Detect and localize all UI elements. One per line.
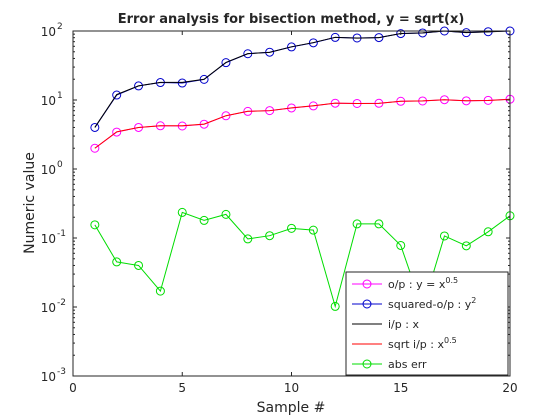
- legend-label: abs err: [388, 358, 427, 371]
- legend-item: abs err: [352, 358, 427, 371]
- data-point: [287, 223, 296, 233]
- legend-label-text: o/p : y = x: [388, 278, 446, 291]
- y-tick-base: 10: [41, 232, 56, 246]
- data-point: [265, 231, 275, 241]
- legend-label-superscript: 0.5: [444, 336, 457, 345]
- legend-marker: [362, 279, 372, 289]
- legend-label-superscript: 0.5: [445, 276, 458, 285]
- plot-frame: [72, 30, 511, 377]
- data-point: [90, 122, 100, 132]
- y-tick-label: 10: [41, 94, 56, 108]
- legend-item: sqrt i/p : x0.5: [352, 336, 457, 351]
- y-tick-base: 10: [41, 301, 56, 315]
- data-point: [308, 38, 318, 48]
- data-point: [177, 207, 187, 217]
- data-point: [287, 42, 296, 52]
- y-axis-label: Numeric value: [22, 152, 38, 254]
- x-tick-label: 10: [284, 381, 299, 395]
- y-tick-label: 10: [41, 370, 56, 384]
- y-tick-exponent: 2: [57, 22, 63, 32]
- legend-label: sqrt i/p : x0.5: [388, 336, 457, 351]
- y-tick-label: 10: [41, 301, 56, 315]
- data-point: [243, 234, 253, 244]
- data-point: [90, 143, 100, 153]
- data-point: [483, 227, 493, 237]
- y-tick-label: 10: [41, 232, 56, 246]
- data-point: [439, 231, 449, 241]
- x-axis-label: Sample #: [257, 400, 326, 416]
- legend-item: i/p : x: [352, 318, 419, 331]
- y-tick-exponent: -2: [57, 298, 66, 308]
- series-3: [94, 98, 511, 149]
- y-tick-exponent: -1: [57, 229, 66, 239]
- data-point: [134, 260, 144, 270]
- data-point: [308, 225, 318, 235]
- y-tick-base: 10: [41, 94, 56, 108]
- data-point: [134, 81, 144, 91]
- data-point: [221, 58, 231, 68]
- legend-marker: [362, 359, 372, 369]
- data-point: [90, 220, 100, 230]
- y-tick-base: 10: [41, 25, 56, 39]
- legend-item: o/p : y = x0.5: [352, 276, 458, 291]
- series-line: [94, 211, 511, 311]
- y-tick-exponent: 1: [57, 91, 63, 101]
- data-point: [221, 111, 231, 121]
- legend-label: squared-o/p : y2: [388, 296, 476, 311]
- x-tick-label: 20: [502, 381, 517, 395]
- legend-label: i/p : x: [388, 318, 419, 331]
- y-tick-exponent: -3: [57, 367, 66, 377]
- legend-label: o/p : y = x0.5: [388, 276, 458, 291]
- x-tick-label: 15: [393, 381, 408, 395]
- chart-title: Error analysis for bisection method, y =…: [118, 12, 465, 27]
- data-point: [177, 78, 187, 88]
- legend-label-text: sqrt i/p : x: [388, 338, 444, 351]
- data-point: [396, 240, 406, 250]
- data-point: [199, 215, 209, 225]
- y-tick-exponent: 0: [57, 160, 63, 170]
- data-point: [112, 90, 122, 100]
- y-tick-label: 10: [41, 25, 56, 39]
- legend-item: squared-o/p : y2: [352, 296, 476, 311]
- data-point: [461, 241, 471, 251]
- legend-label-text: abs err: [388, 358, 427, 371]
- data-point: [352, 219, 362, 229]
- series-4: [90, 207, 515, 314]
- data-point: [330, 301, 340, 311]
- data-point: [155, 286, 165, 296]
- legend-label-superscript: 2: [471, 296, 476, 305]
- series-line: [94, 98, 511, 149]
- legend-marker: [362, 299, 372, 309]
- data-point: [374, 219, 384, 229]
- y-tick-base: 10: [41, 163, 56, 177]
- data-point: [221, 209, 231, 219]
- data-point: [112, 257, 122, 267]
- data-point: [112, 127, 122, 137]
- y-tick-base: 10: [41, 370, 56, 384]
- legend-label-text: i/p : x: [388, 318, 419, 331]
- series-layer: [90, 26, 515, 314]
- legend-label-text: squared-o/p : y: [388, 298, 472, 311]
- x-tick-label: 5: [178, 381, 186, 395]
- y-tick-label: 10: [41, 163, 56, 177]
- x-tick-label: 0: [69, 381, 77, 395]
